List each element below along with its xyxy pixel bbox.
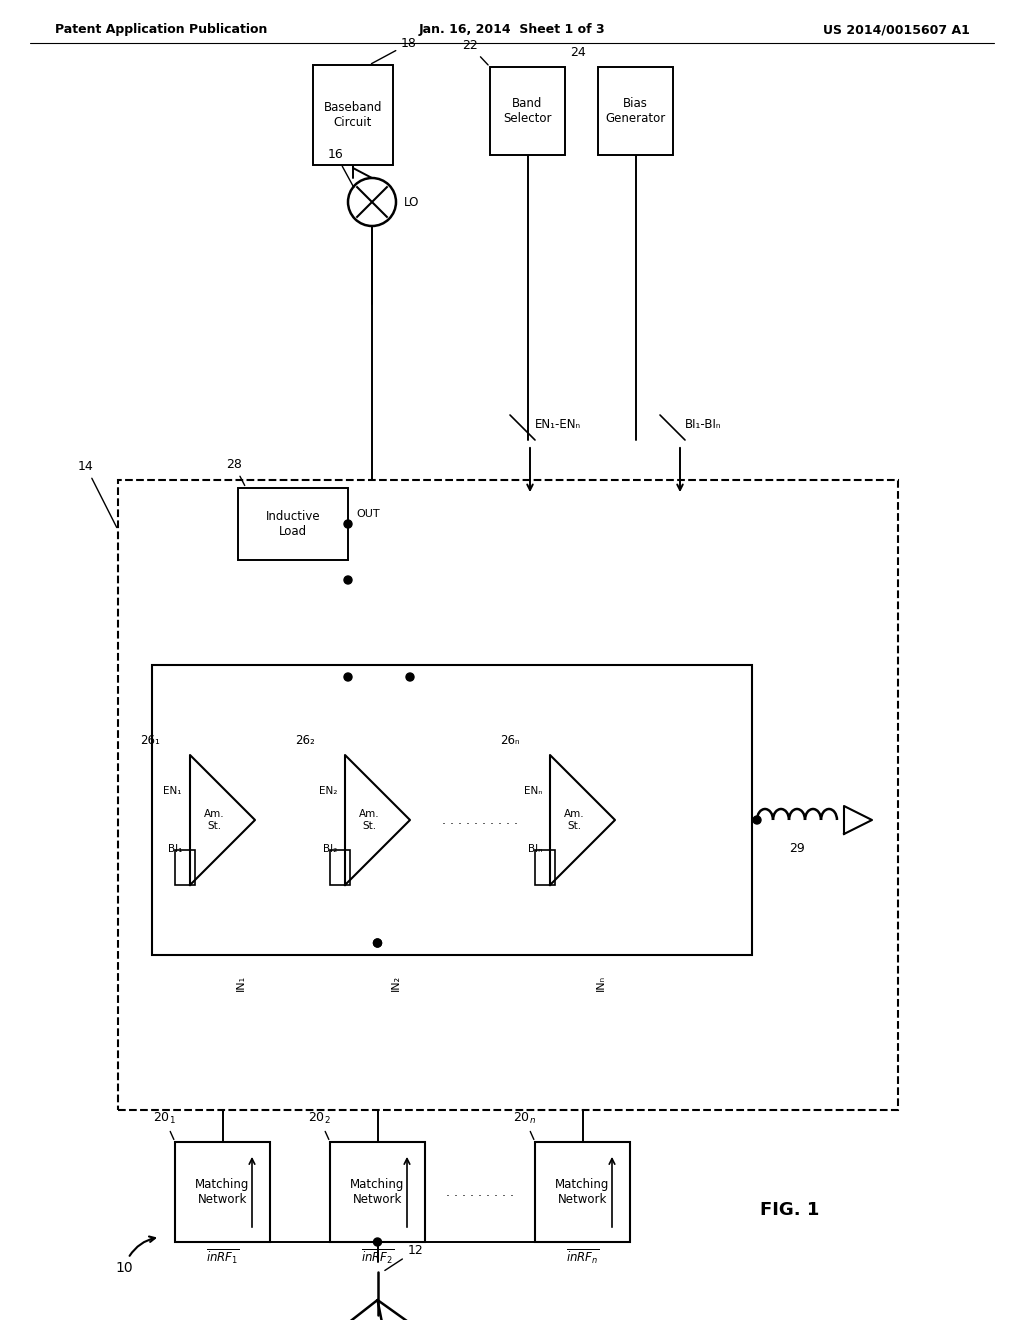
Text: EN₁: EN₁ xyxy=(164,787,182,796)
Bar xyxy=(175,850,195,884)
Circle shape xyxy=(374,939,382,946)
Bar xyxy=(490,67,565,154)
Polygon shape xyxy=(190,755,255,884)
Bar xyxy=(330,850,350,884)
Text: EN₂: EN₂ xyxy=(318,787,337,796)
Bar xyxy=(118,480,898,1110)
Text: $\overline{inRF_n}$: $\overline{inRF_n}$ xyxy=(566,1247,599,1266)
Text: EN₁-ENₙ: EN₁-ENₙ xyxy=(535,418,582,432)
Bar xyxy=(175,1142,270,1242)
Text: Bias
Generator: Bias Generator xyxy=(605,96,666,125)
Text: BI₁: BI₁ xyxy=(168,843,182,854)
Text: 29: 29 xyxy=(790,842,805,854)
Text: 26ₙ: 26ₙ xyxy=(500,734,519,747)
Text: 22: 22 xyxy=(462,40,488,65)
Bar xyxy=(535,850,555,884)
Text: IN₂: IN₂ xyxy=(390,975,400,991)
Text: 10: 10 xyxy=(115,1237,155,1275)
Text: INₙ: INₙ xyxy=(596,975,605,991)
Bar xyxy=(330,1142,425,1242)
Polygon shape xyxy=(844,807,872,834)
Text: 16: 16 xyxy=(328,148,354,187)
Text: Inductive
Load: Inductive Load xyxy=(265,510,321,539)
Text: 20$_1$: 20$_1$ xyxy=(153,1111,176,1139)
Text: Baseband
Circuit: Baseband Circuit xyxy=(324,102,382,129)
Text: Matching
Network: Matching Network xyxy=(196,1177,250,1206)
Bar xyxy=(152,665,752,954)
Text: Am.
St.: Am. St. xyxy=(564,809,585,830)
Circle shape xyxy=(344,673,352,681)
Text: 24: 24 xyxy=(570,46,586,59)
Text: BI₁-BIₙ: BI₁-BIₙ xyxy=(685,418,722,432)
Bar xyxy=(535,1142,630,1242)
Text: Jan. 16, 2014  Sheet 1 of 3: Jan. 16, 2014 Sheet 1 of 3 xyxy=(419,24,605,37)
Text: OUT: OUT xyxy=(356,510,380,519)
Text: Am.
St.: Am. St. xyxy=(359,809,380,830)
Polygon shape xyxy=(550,755,615,884)
Text: Matching
Network: Matching Network xyxy=(555,1177,609,1206)
Circle shape xyxy=(344,520,352,528)
Text: Band
Selector: Band Selector xyxy=(503,96,552,125)
Text: 20$_2$: 20$_2$ xyxy=(308,1111,331,1139)
Polygon shape xyxy=(345,755,410,884)
Text: Matching
Network: Matching Network xyxy=(350,1177,404,1206)
Text: $\overline{inRF_1}$: $\overline{inRF_1}$ xyxy=(206,1247,240,1266)
Text: 20$_n$: 20$_n$ xyxy=(513,1111,536,1139)
Text: Patent Application Publication: Patent Application Publication xyxy=(55,24,267,37)
Circle shape xyxy=(753,816,761,824)
Circle shape xyxy=(344,576,352,583)
Text: 18: 18 xyxy=(372,37,417,63)
Text: BIₙ: BIₙ xyxy=(527,843,542,854)
Bar xyxy=(313,65,393,165)
Circle shape xyxy=(374,1238,382,1246)
Circle shape xyxy=(406,673,414,681)
Text: ENₙ: ENₙ xyxy=(523,787,542,796)
Text: 12: 12 xyxy=(385,1243,423,1270)
Text: 28: 28 xyxy=(226,458,245,486)
Bar xyxy=(238,488,348,560)
Text: IN₁: IN₁ xyxy=(236,975,246,991)
Text: $\overline{inRF_2}$: $\overline{inRF_2}$ xyxy=(360,1247,394,1266)
Text: 14: 14 xyxy=(78,459,117,528)
Text: 26₁: 26₁ xyxy=(140,734,160,747)
Text: Am.
St.: Am. St. xyxy=(205,809,225,830)
Bar xyxy=(598,67,673,154)
Text: 26₂: 26₂ xyxy=(295,734,314,747)
Text: . . . . . . . . . .: . . . . . . . . . . xyxy=(442,813,518,826)
Text: . . . . . . . . .: . . . . . . . . . xyxy=(446,1185,514,1199)
Text: LO: LO xyxy=(404,195,420,209)
Text: FIG. 1: FIG. 1 xyxy=(760,1201,819,1218)
Circle shape xyxy=(374,939,382,946)
Text: BI₂: BI₂ xyxy=(323,843,337,854)
Text: US 2014/0015607 A1: US 2014/0015607 A1 xyxy=(823,24,970,37)
